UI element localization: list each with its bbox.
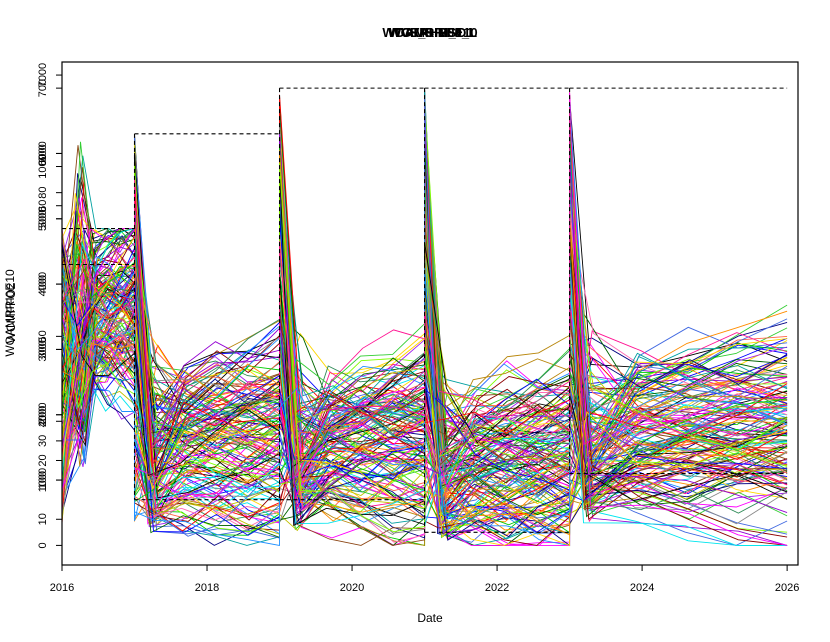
series-line [61,243,788,541]
series-line [61,163,788,533]
series-line [61,248,788,536]
series-line [61,228,788,546]
y-tick-label: 600 [37,144,49,162]
y-tick-label: 80 [37,187,49,199]
title-text: WGTRHPF0_L [389,25,477,40]
series-line [61,207,788,526]
series-line [61,154,788,495]
series-line [61,149,788,527]
y-tick-label: 400 [37,275,49,293]
series-line [61,193,788,547]
series-line [62,97,788,537]
y-tick-label: 40 [37,415,49,427]
series-line [61,274,788,531]
y-axis: 0 100 200 300 400 500 600 700 1000 2000 3000 4000 50… [37,63,62,548]
series-line [61,198,788,512]
y-tick-label: 100 [37,471,49,489]
series-line [61,107,788,524]
series-line [61,203,788,511]
y-tick-label: 0 [37,542,49,548]
y-tick-label: 20 [37,454,49,466]
series-line [61,156,788,514]
y-tick-label: 700 [37,79,49,97]
title-text: WCRAHBSO1 [388,25,473,40]
series-line [61,106,788,511]
x-tick-label: 2026 [775,582,799,594]
y-tick-label: 50 [37,330,49,342]
y-tick-label: 2000 [37,403,49,427]
title-text: TVS_SIM_1 [393,25,463,40]
x-tick-label: 2022 [485,582,509,594]
title-text: WOAMRRI0E10 [382,25,477,40]
y-tick-label: 1000 [37,468,49,492]
series-line [61,152,788,499]
y-tick-label: 1000 [37,154,49,178]
plot-area [61,61,799,566]
series-line [61,288,788,514]
y-tick-label: 500 [37,210,49,228]
y-tick-label: 300 [37,340,49,358]
x-tick-label: 2024 [630,582,654,594]
series-lines [61,89,788,547]
series-line [61,147,788,535]
x-axis: 2016 2018 2020 2022 2024 2026 [50,565,799,594]
y-tick-label: 7000 [37,63,49,87]
y-tick-label: 10 [37,513,49,525]
series-line [61,249,788,532]
y-tick-label: 6000 [37,141,49,165]
series-line [61,141,788,507]
series-line [61,264,788,514]
series-line [61,140,788,529]
y-tick-label: 30 [37,435,49,447]
series-line [61,177,788,507]
x-tick-label: 2020 [340,582,364,594]
y-label-text: WOAMRRI0E10 [3,269,17,357]
series-line [61,233,788,538]
series-line [61,168,788,543]
series-line [61,256,788,526]
y-tick-label: 5000 [37,207,49,231]
series-line [61,145,788,540]
y-tick-label: 200 [37,406,49,424]
y-tick-label: 60 [37,200,49,212]
y-tick-label: 3000 [37,337,49,361]
x-tick-label: 2016 [50,582,74,594]
x-tick-label: 2018 [195,582,219,594]
series-line [61,267,788,538]
y-tick-label: 4000 [37,272,49,296]
y-label-text: WCMFFO2 [4,282,18,343]
series-line [61,243,788,492]
series-line [61,104,788,546]
series-line [61,289,788,536]
series-line [61,150,788,536]
x-axis-label: Date [417,611,443,625]
envelope-bands [61,87,788,533]
